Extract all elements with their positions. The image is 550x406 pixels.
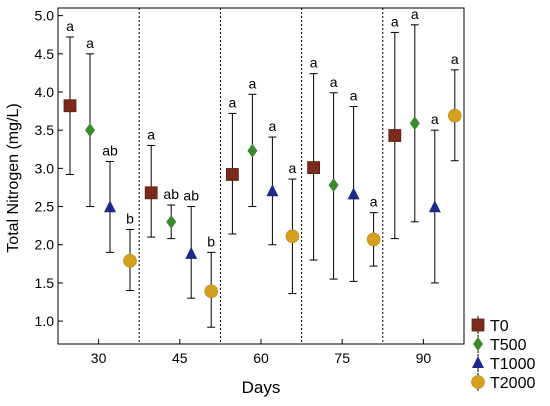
y-tick-label: 2.5 bbox=[35, 199, 55, 215]
data-point-t0 bbox=[388, 129, 402, 142]
significance-letter: a bbox=[229, 94, 237, 110]
legend-label: T0 bbox=[490, 318, 509, 335]
legend-label: T1000 bbox=[490, 356, 535, 373]
y-tick-label: 1.5 bbox=[35, 275, 55, 291]
legend-marker-t0 bbox=[471, 318, 485, 332]
significance-letter: a bbox=[370, 194, 378, 210]
x-axis: 30 45 60 75 90 bbox=[91, 339, 432, 366]
significance-letter: ab bbox=[183, 188, 199, 204]
legend-marker-t1000 bbox=[472, 356, 484, 368]
y-tick-label: 1.0 bbox=[35, 313, 55, 329]
significance-letter: a bbox=[431, 111, 439, 127]
significance-letter: a bbox=[330, 74, 338, 90]
y-tick-label: 3.0 bbox=[35, 160, 55, 176]
data-point-t500 bbox=[85, 123, 95, 138]
y-tick-label: 3.5 bbox=[35, 122, 55, 138]
legend: T0 T500 T1000 T2000 bbox=[471, 316, 535, 392]
data-point-t2000 bbox=[285, 229, 300, 244]
y-tick-label: 5.0 bbox=[35, 8, 55, 24]
significance-letter: a bbox=[451, 51, 459, 67]
significance-letter: b bbox=[207, 233, 215, 249]
significance-letter: b bbox=[126, 210, 134, 226]
legend-marker-t2000 bbox=[471, 375, 485, 389]
y-tick-label: 2.0 bbox=[35, 237, 55, 253]
data-point-t2000 bbox=[123, 253, 137, 268]
data-point-t0 bbox=[225, 168, 239, 181]
significance-letter: a bbox=[86, 35, 94, 51]
data-point-t0 bbox=[63, 99, 77, 113]
x-tick-label: 60 bbox=[253, 350, 269, 366]
significance-letter: a bbox=[147, 126, 155, 142]
data-markers bbox=[63, 99, 462, 299]
legend-label: T2000 bbox=[490, 375, 535, 392]
significance-letter: a bbox=[289, 160, 297, 176]
y-tick-label: 4.5 bbox=[35, 46, 55, 62]
legend-label: T500 bbox=[490, 337, 527, 354]
y-tick-label: 4.0 bbox=[35, 84, 55, 100]
data-point-t1000 bbox=[428, 200, 441, 213]
significance-letter: ab bbox=[163, 186, 179, 202]
plot-area bbox=[57, 7, 465, 345]
data-point-t500 bbox=[247, 143, 258, 158]
data-point-t1000 bbox=[185, 246, 198, 259]
data-point-t1000 bbox=[347, 187, 360, 200]
significance-letter: a bbox=[391, 13, 399, 29]
significance-letter: a bbox=[66, 18, 74, 34]
y-axis: 1.0 1.5 2.0 2.5 3.0 3.5 4.0 4.5 5.0 bbox=[35, 8, 63, 329]
data-point-t0 bbox=[307, 161, 321, 175]
data-point-t0 bbox=[144, 186, 158, 200]
data-point-t2000 bbox=[447, 108, 462, 123]
data-point-t2000 bbox=[366, 232, 381, 247]
y-axis-title: Total Nitrogen (mg/L) bbox=[5, 103, 22, 252]
significance-letter: a bbox=[269, 118, 277, 134]
data-point-t1000 bbox=[266, 184, 279, 197]
x-tick-label: 45 bbox=[172, 350, 188, 366]
x-tick-label: 90 bbox=[416, 350, 432, 366]
significance-letter: ab bbox=[102, 142, 118, 158]
legend-marker-t500 bbox=[473, 337, 483, 351]
data-point-t2000 bbox=[204, 284, 218, 299]
data-point-t1000 bbox=[104, 200, 116, 213]
data-point-t500 bbox=[166, 214, 177, 229]
significance-letter: a bbox=[411, 6, 419, 22]
significance-letter: a bbox=[310, 55, 318, 71]
significance-letter: a bbox=[249, 75, 257, 91]
data-point-t500 bbox=[328, 178, 339, 193]
significance-letter: a bbox=[350, 88, 358, 104]
x-tick-label: 30 bbox=[91, 350, 107, 366]
x-axis-title: Days bbox=[242, 378, 281, 397]
panel-dividers bbox=[138, 8, 384, 344]
data-point-t500 bbox=[409, 116, 420, 131]
x-tick-label: 75 bbox=[334, 350, 350, 366]
